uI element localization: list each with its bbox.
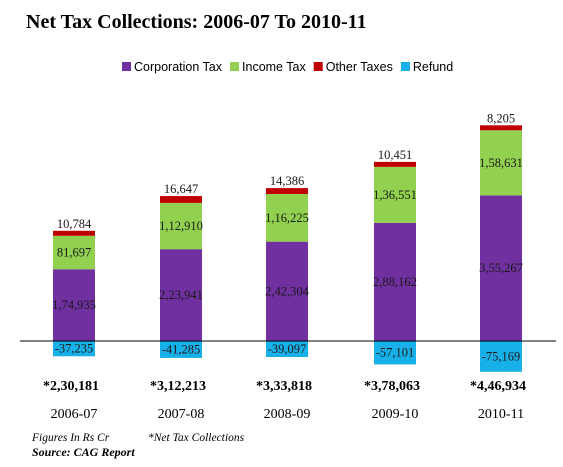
units-note: Figures In Rs Cr [31, 432, 110, 444]
total-label-2006-07: *2,30,181 [43, 379, 99, 394]
bar-other-taxes-2007-08 [160, 196, 202, 203]
legend-swatch-other-taxes [313, 62, 323, 71]
label-income-tax-2010-11: 1,58,631 [479, 156, 523, 170]
label-refund-2010-11: -75,169 [482, 349, 521, 363]
total-label-2007-08: *3,12,213 [150, 379, 206, 394]
category-label-2006-07: 2006-07 [51, 407, 98, 422]
bar-income-tax-2010-11 [480, 130, 522, 196]
category-label-2008-09: 2008-09 [264, 407, 311, 422]
category-label-2007-08: 2007-08 [158, 407, 205, 422]
legend: Corporation Tax Income Tax Other Taxes Refu… [122, 60, 453, 74]
label-other-taxes-2007-08: 16,647 [164, 182, 198, 196]
bar-other-taxes-2006-07 [53, 230, 95, 236]
label-corporation-tax-2010-11: 3,55,267 [479, 261, 523, 275]
legend-swatch-refund [400, 62, 410, 71]
category-label-2009-10: 2009-10 [372, 407, 419, 422]
label-income-tax-2006-07: 81,697 [57, 246, 91, 260]
category-label-2010-11: 2010-11 [478, 407, 524, 422]
bar-other-taxes-2008-09 [266, 188, 308, 195]
bar-other-taxes-2009-10 [374, 161, 416, 167]
legend-label-corporation-tax: Corporation Tax [134, 60, 223, 74]
bar-income-tax-2008-09 [266, 194, 308, 242]
legend-label-refund: Refund [413, 60, 453, 74]
bar-corporation-tax-2007-08 [160, 249, 202, 341]
label-other-taxes-2009-10: 10,451 [378, 148, 412, 162]
bar-income-tax-2007-08 [160, 202, 202, 250]
label-income-tax-2008-09: 1,16,225 [265, 211, 309, 225]
total-label-2009-10: *3,78,063 [364, 379, 420, 394]
label-refund-2008-09: -39,097 [268, 342, 307, 356]
bar-refund-2007-08 [160, 341, 202, 358]
label-other-taxes-2006-07: 10,784 [57, 217, 92, 231]
label-refund-2007-08: -41,285 [162, 342, 201, 356]
total-label-2010-11: *4,46,934 [470, 379, 526, 394]
label-corporation-tax-2009-10: 2,88,162 [373, 275, 417, 289]
chart-title: Net Tax Collections: 2006-07 To 2010-11 [26, 11, 367, 33]
bars [53, 125, 522, 372]
label-other-taxes-2010-11: 8,205 [487, 111, 515, 125]
bar-refund-2010-11 [480, 341, 522, 372]
total-label-2008-09: *3,33,818 [256, 379, 312, 394]
bar-corporation-tax-2008-09 [266, 241, 308, 341]
bar-corporation-tax-2009-10 [374, 222, 416, 341]
bar-other-taxes-2010-11 [480, 125, 522, 131]
asterisk-note: *Net Tax Collections [148, 432, 245, 444]
label-income-tax-2009-10: 1,36,551 [373, 188, 417, 202]
legend-label-income-tax: Income Tax [242, 60, 306, 74]
bar-refund-2006-07 [53, 341, 95, 357]
label-refund-2006-07: -37,235 [55, 342, 94, 356]
bar-corporation-tax-2006-07 [53, 269, 95, 341]
legend-label-other-taxes: Other Taxes [326, 60, 393, 74]
bar-income-tax-2006-07 [53, 235, 95, 270]
source-note: Source: CAG Report [32, 445, 135, 459]
label-corporation-tax-2007-08: 2,23,941 [159, 288, 203, 302]
bar-refund-2009-10 [374, 341, 416, 365]
label-corporation-tax-2008-09: 2,42,304 [265, 284, 310, 298]
legend-swatch-corporation-tax [122, 62, 131, 71]
label-income-tax-2007-08: 1,12,910 [159, 219, 203, 233]
labels: 1,74,935 81,697 10,784 -37,235 *2,30,181 2006… [43, 111, 526, 422]
bar-corporation-tax-2010-11 [480, 195, 522, 341]
label-corporation-tax-2006-07: 1,74,935 [52, 298, 96, 312]
bar-refund-2008-09 [266, 341, 308, 358]
bar-income-tax-2009-10 [374, 166, 416, 223]
label-other-taxes-2008-09: 14,386 [270, 174, 304, 188]
label-refund-2009-10: -57,101 [376, 346, 415, 360]
legend-swatch-income-tax [230, 62, 240, 71]
